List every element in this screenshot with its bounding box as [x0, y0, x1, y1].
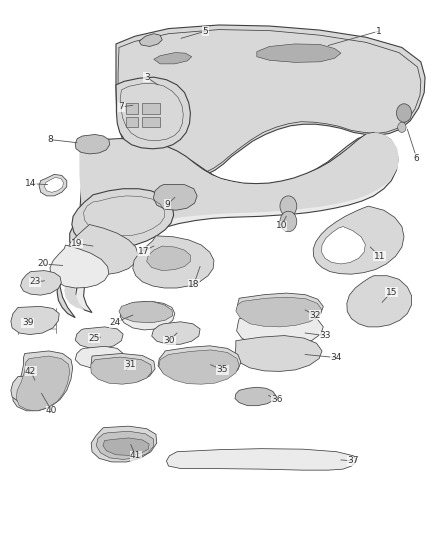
Text: 24: 24 [109, 318, 120, 327]
Polygon shape [75, 327, 123, 349]
Polygon shape [152, 322, 200, 344]
Polygon shape [75, 134, 110, 154]
Polygon shape [116, 77, 191, 149]
Text: 3: 3 [144, 72, 149, 82]
Polygon shape [21, 271, 61, 295]
Circle shape [396, 104, 412, 122]
Polygon shape [133, 236, 214, 288]
Polygon shape [321, 227, 365, 264]
Text: 10: 10 [276, 221, 287, 230]
Circle shape [280, 211, 297, 232]
Polygon shape [45, 177, 64, 192]
Text: 17: 17 [138, 247, 149, 256]
Polygon shape [147, 246, 191, 271]
Polygon shape [13, 351, 73, 411]
Text: 31: 31 [124, 360, 136, 369]
Polygon shape [116, 25, 425, 181]
Polygon shape [154, 53, 192, 64]
Polygon shape [103, 438, 149, 455]
Polygon shape [96, 431, 153, 459]
Polygon shape [153, 184, 197, 210]
Polygon shape [237, 313, 323, 346]
Polygon shape [16, 356, 70, 411]
Polygon shape [39, 174, 67, 196]
Polygon shape [67, 224, 138, 274]
Polygon shape [11, 375, 59, 403]
Polygon shape [236, 297, 321, 327]
Text: 14: 14 [25, 179, 36, 188]
Text: 18: 18 [188, 280, 200, 289]
Polygon shape [166, 449, 357, 470]
Text: 36: 36 [271, 395, 283, 404]
Text: 39: 39 [22, 318, 33, 327]
Text: 19: 19 [71, 239, 83, 248]
Polygon shape [75, 346, 123, 368]
Polygon shape [347, 276, 412, 327]
Text: 42: 42 [25, 367, 36, 376]
Text: 1: 1 [376, 27, 381, 36]
Polygon shape [158, 346, 241, 383]
Polygon shape [159, 350, 239, 384]
Polygon shape [120, 301, 175, 330]
Polygon shape [139, 34, 162, 46]
Text: 9: 9 [165, 199, 170, 208]
Polygon shape [119, 301, 173, 323]
Polygon shape [91, 426, 157, 462]
Text: 8: 8 [47, 135, 53, 144]
Text: 34: 34 [330, 353, 342, 362]
Text: 30: 30 [164, 336, 175, 345]
Text: 11: 11 [374, 252, 385, 261]
Text: 6: 6 [414, 154, 420, 163]
Circle shape [280, 196, 297, 216]
Text: 40: 40 [46, 406, 57, 415]
Polygon shape [142, 103, 160, 114]
Text: 37: 37 [347, 456, 358, 465]
Polygon shape [75, 134, 398, 312]
Polygon shape [237, 293, 323, 326]
Text: 15: 15 [385, 288, 397, 296]
Polygon shape [257, 44, 341, 62]
Polygon shape [126, 103, 138, 114]
Text: 7: 7 [119, 102, 124, 111]
Polygon shape [11, 306, 59, 335]
Text: 23: 23 [29, 277, 41, 286]
Circle shape [398, 122, 406, 132]
Text: 25: 25 [88, 334, 99, 343]
Polygon shape [91, 357, 152, 384]
Polygon shape [235, 387, 276, 406]
Polygon shape [72, 189, 173, 248]
Text: 33: 33 [319, 331, 331, 340]
Polygon shape [50, 245, 109, 288]
Polygon shape [142, 117, 160, 127]
Text: 32: 32 [309, 311, 321, 320]
Polygon shape [91, 353, 155, 383]
Polygon shape [64, 132, 399, 310]
Polygon shape [126, 117, 138, 127]
Polygon shape [57, 132, 398, 318]
Polygon shape [235, 336, 322, 372]
Text: 41: 41 [130, 451, 141, 461]
Text: 20: 20 [38, 260, 49, 269]
Text: 35: 35 [217, 365, 228, 374]
Text: 5: 5 [203, 27, 208, 36]
Polygon shape [313, 206, 404, 274]
